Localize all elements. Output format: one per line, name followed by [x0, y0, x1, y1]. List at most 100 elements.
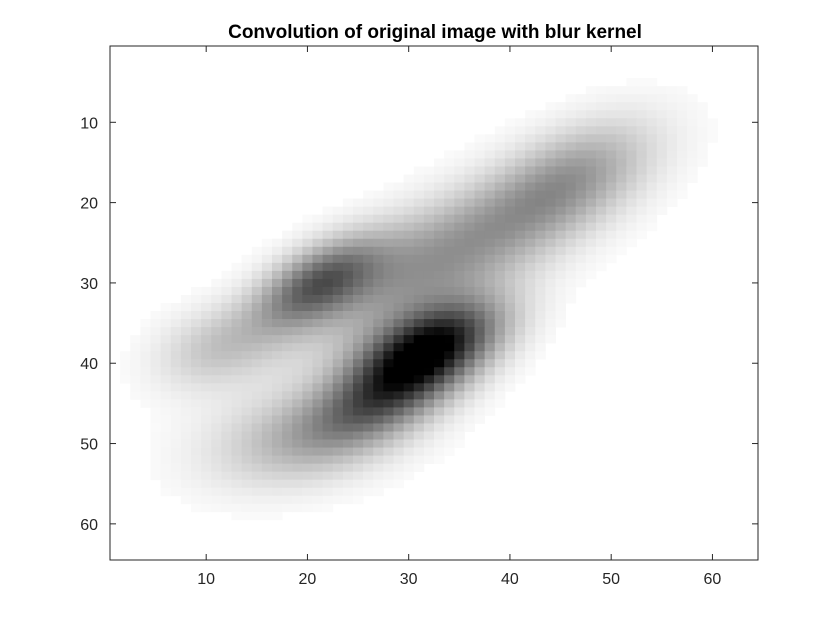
- heatmap-cell: [444, 439, 455, 448]
- heatmap-cell: [474, 391, 486, 400]
- heatmap-cell: [484, 182, 496, 191]
- heatmap-cell: [201, 303, 212, 312]
- heatmap-cell: [575, 254, 587, 264]
- heatmap-cell: [261, 246, 273, 256]
- heatmap-cell: [585, 198, 597, 208]
- heatmap-cell: [666, 174, 678, 183]
- heatmap-cell: [363, 303, 374, 312]
- heatmap-cell: [616, 134, 627, 143]
- heatmap-cell: [545, 335, 556, 344]
- heatmap-cell: [555, 182, 567, 191]
- heatmap-cell: [241, 327, 253, 336]
- heatmap-cell: [585, 230, 597, 240]
- heatmap-cell: [606, 198, 617, 208]
- heatmap-cell: [535, 303, 546, 312]
- heatmap-cell: [413, 166, 425, 175]
- heatmap-cell: [555, 278, 567, 288]
- heatmap-cell: [616, 182, 627, 191]
- heatmap-cell: [525, 294, 536, 304]
- heatmap-cell: [413, 174, 425, 183]
- heatmap-cell: [697, 102, 708, 111]
- heatmap-cell: [585, 142, 597, 151]
- heatmap-cell: [353, 286, 364, 296]
- heatmap-cell: [616, 230, 627, 240]
- heatmap-cell: [383, 479, 394, 489]
- heatmap-cell: [353, 278, 364, 288]
- heatmap-cell: [423, 174, 435, 183]
- heatmap-cell: [545, 134, 556, 143]
- heatmap-cell: [160, 423, 172, 432]
- heatmap-cell: [312, 270, 324, 280]
- heatmap-cell: [241, 351, 253, 360]
- heatmap-cell: [454, 311, 465, 320]
- heatmap-cell: [454, 343, 465, 352]
- heatmap-cell: [383, 415, 394, 424]
- heatmap-cell: [596, 198, 607, 208]
- heatmap-cell: [464, 166, 475, 175]
- heatmap-cell: [515, 254, 526, 264]
- heatmap-cell: [464, 351, 475, 360]
- heatmap-cell: [484, 246, 496, 256]
- heatmap-cell: [221, 439, 232, 448]
- heatmap-cell: [656, 142, 668, 151]
- heatmap-cell: [575, 278, 587, 288]
- heatmap-cell: [272, 327, 283, 336]
- heatmap-cell: [413, 222, 425, 232]
- heatmap-cell: [606, 174, 617, 183]
- heatmap-cell: [646, 174, 658, 183]
- heatmap-cell: [312, 230, 324, 240]
- heatmap-cell: [383, 238, 394, 248]
- heatmap-cell: [626, 94, 637, 103]
- heatmap-cell: [606, 86, 617, 95]
- heatmap-cell: [292, 270, 303, 280]
- heatmap-cell: [545, 230, 556, 240]
- heatmap-cell: [423, 407, 435, 416]
- heatmap-cell: [474, 238, 486, 248]
- heatmap-cell: [474, 166, 486, 175]
- heatmap-cell: [403, 343, 415, 352]
- heatmap-cell: [120, 375, 131, 384]
- heatmap-cell: [677, 94, 688, 103]
- heatmap-cell: [160, 303, 172, 312]
- heatmap-cell: [403, 423, 415, 432]
- heatmap-cell: [484, 190, 496, 199]
- heatmap-cell: [413, 311, 425, 320]
- heatmap-cell: [170, 423, 182, 432]
- heatmap-cell: [423, 182, 435, 191]
- heatmap-cell: [251, 319, 263, 328]
- heatmap-cell: [282, 286, 293, 296]
- heatmap-cell: [231, 439, 243, 448]
- heatmap-cell: [201, 391, 212, 400]
- heatmap-cell: [180, 455, 192, 465]
- heatmap-cell: [504, 206, 516, 216]
- heatmap-cell: [413, 198, 425, 208]
- heatmap-cell: [302, 246, 313, 256]
- heatmap-cell: [504, 198, 516, 208]
- heatmap-cell: [342, 222, 354, 232]
- heatmap-cell: [322, 359, 334, 368]
- heatmap-cell: [160, 343, 172, 352]
- heatmap-cell: [342, 262, 354, 272]
- heatmap-cell: [353, 222, 364, 232]
- heatmap-cell: [211, 319, 222, 328]
- heatmap-cell: [393, 262, 405, 272]
- heatmap-cell: [413, 246, 425, 256]
- heatmap-cell: [666, 166, 678, 175]
- heatmap-cell: [454, 431, 465, 440]
- heatmap-cell: [150, 423, 162, 432]
- heatmap-cell: [535, 190, 546, 199]
- heatmap-cell: [413, 415, 425, 424]
- heatmap-cell: [474, 319, 486, 328]
- heatmap-cell: [596, 142, 607, 151]
- heatmap-cell: [292, 447, 303, 456]
- heatmap-cell: [434, 359, 445, 368]
- heatmap-cell: [373, 222, 384, 232]
- heatmap-cell: [545, 286, 556, 296]
- heatmap-cell: [555, 174, 567, 183]
- y-tick-label: 30: [80, 276, 98, 293]
- heatmap-cell: [272, 351, 283, 360]
- heatmap-cell: [241, 375, 253, 384]
- heatmap-cell: [130, 391, 141, 400]
- heatmap-cell: [504, 367, 516, 376]
